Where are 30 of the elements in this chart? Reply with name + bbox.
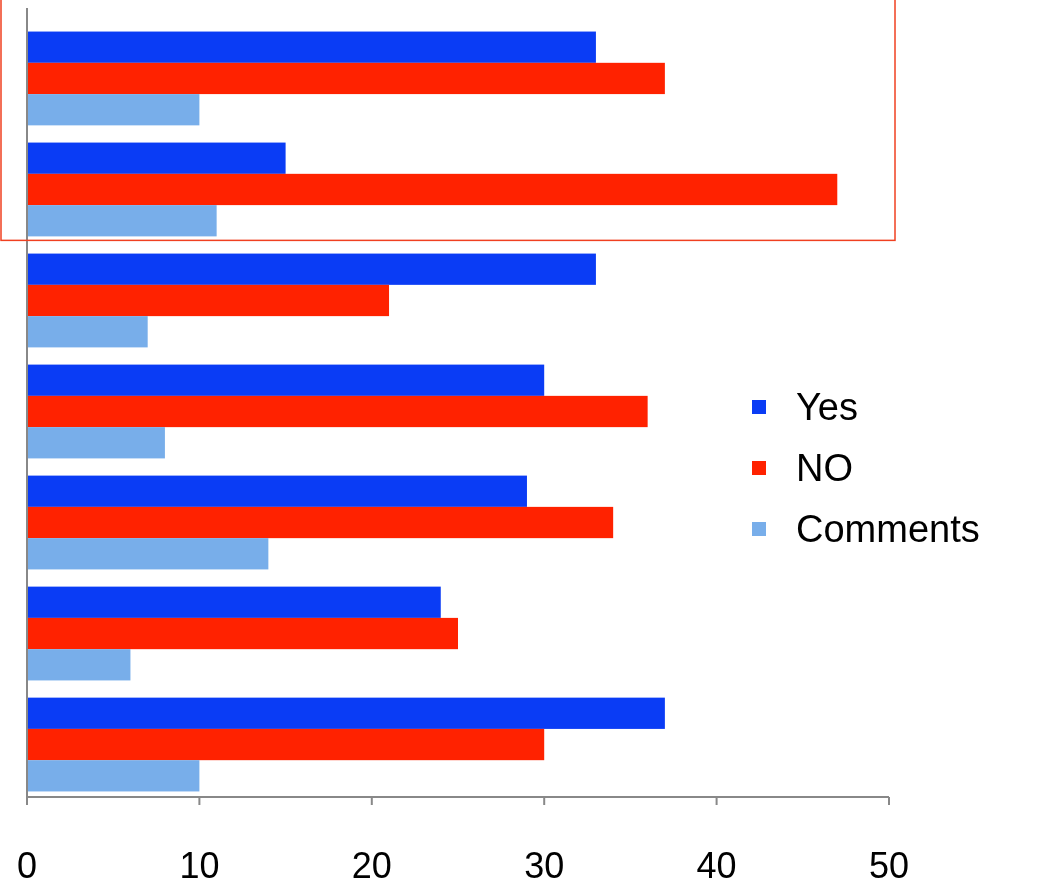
bar (27, 205, 217, 237)
bar (27, 284, 390, 317)
bar (27, 617, 458, 650)
bar (27, 538, 269, 570)
legend-label: Yes (796, 386, 858, 428)
bar (27, 31, 596, 63)
bar (27, 316, 148, 348)
x-tick-label: 10 (179, 845, 220, 882)
x-tick-label: 40 (696, 845, 737, 882)
bar (27, 364, 545, 396)
x-tick-label: 50 (868, 845, 910, 882)
bar (27, 395, 648, 428)
bar (27, 649, 131, 681)
bar (27, 506, 614, 539)
bar (27, 173, 838, 206)
x-tick-label: 30 (524, 845, 565, 882)
bar (27, 253, 596, 285)
bar (27, 427, 165, 459)
bar (27, 142, 286, 174)
bar (27, 475, 527, 507)
bar (27, 94, 200, 126)
legend-label: Comments (796, 508, 980, 550)
bar (27, 760, 200, 792)
bar (27, 728, 545, 761)
bar (27, 586, 441, 618)
x-tick-label: 20 (351, 845, 392, 882)
x-tick-label: 0 (16, 845, 38, 882)
bar (27, 697, 665, 729)
legend-label: NO (796, 447, 853, 489)
bar (27, 62, 665, 95)
